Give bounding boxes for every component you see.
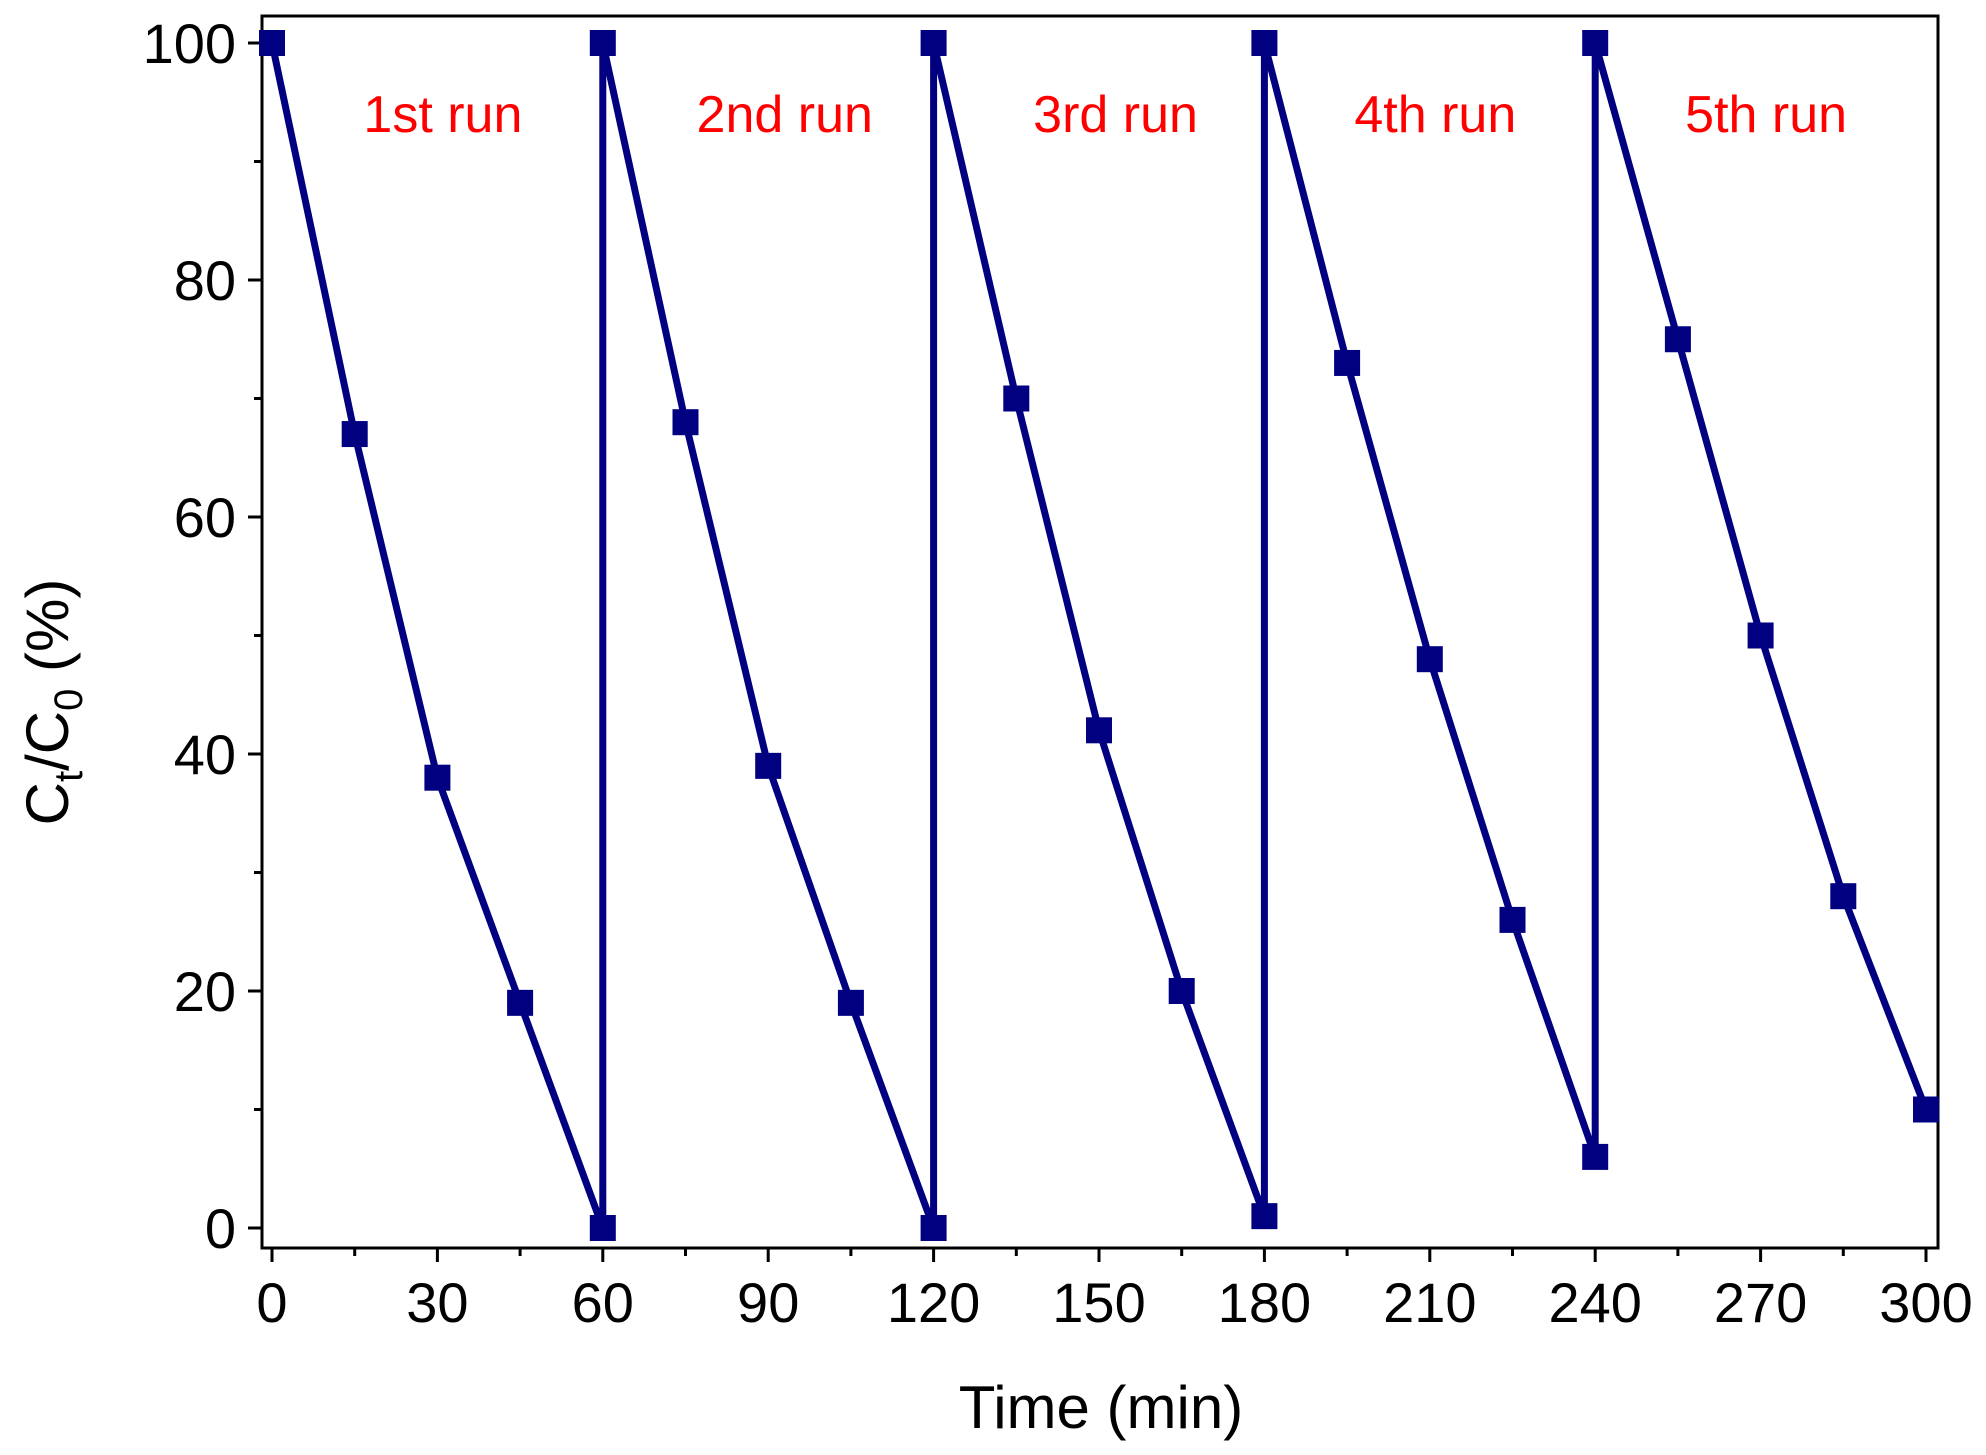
x-axis: 0 30 60 90 120 150 180 210 240 270 300 [256,1248,1973,1334]
data-point [1251,1203,1278,1230]
data-point [341,421,368,448]
data-point [920,1215,947,1241]
y-title-mid: /C [14,711,81,771]
data-point [589,1215,616,1241]
x-tick-label: 150 [1052,1271,1145,1334]
data-point [1168,978,1195,1004]
x-tick-label: 300 [1879,1271,1972,1334]
x-axis-title: Time (min) [959,1374,1243,1441]
data-point [424,764,451,791]
data-point [1334,349,1361,376]
data-point [1747,622,1774,649]
data-point [837,989,864,1016]
y-tick-label: 0 [205,1197,236,1260]
data-point [1582,1143,1609,1170]
y-tick-label: 20 [174,960,236,1023]
annotation-layer: 1st run 2nd run 3rd run 4th run 5th run [363,86,1847,144]
y-axis-title: Ct/C0 (%) [14,579,91,826]
data-point [1251,30,1278,56]
data-point [920,30,947,56]
x-tick-label: 0 [256,1271,287,1334]
y-title-sub2: 0 [47,689,91,711]
y-tick-label: 60 [174,486,236,549]
y-title-main: C [14,782,81,825]
data-point [1913,1096,1939,1123]
x-tick-label: 120 [887,1271,980,1334]
data-point [259,30,285,56]
x-tick-label: 210 [1383,1271,1476,1334]
x-tick-label: 90 [737,1271,799,1334]
data-point [1499,906,1526,933]
y-title-tail: (%) [14,579,81,689]
series-layer [259,30,1939,1241]
run-label: 5th run [1685,86,1847,144]
x-tick-label: 270 [1714,1271,1807,1334]
y-tick-label: 80 [174,249,236,312]
data-point [1582,30,1609,56]
data-point [1416,646,1443,673]
x-tick-label: 240 [1548,1271,1641,1334]
data-point [1003,385,1030,412]
y-title-sub1: t [47,771,91,782]
data-point [1086,717,1112,744]
y-axis: 0 20 40 60 80 100 [143,12,262,1260]
data-point [1664,326,1691,353]
run-label: 3rd run [1033,86,1198,144]
x-tick-label: 60 [572,1271,634,1334]
series-line [268,42,1930,1230]
y-tick-label: 40 [174,723,236,786]
run-label: 2nd run [697,86,873,144]
x-tick-label: 30 [406,1271,468,1334]
run-label: 1st run [363,86,522,144]
data-point [755,752,782,779]
data-point [589,30,616,56]
y-tick-label: 100 [143,12,236,75]
x-tick-label: 180 [1218,1271,1311,1334]
run-label: 4th run [1354,86,1516,144]
plot-frame [260,14,1940,1250]
data-point [1830,883,1857,910]
data-point [672,409,699,436]
data-point [507,989,534,1016]
